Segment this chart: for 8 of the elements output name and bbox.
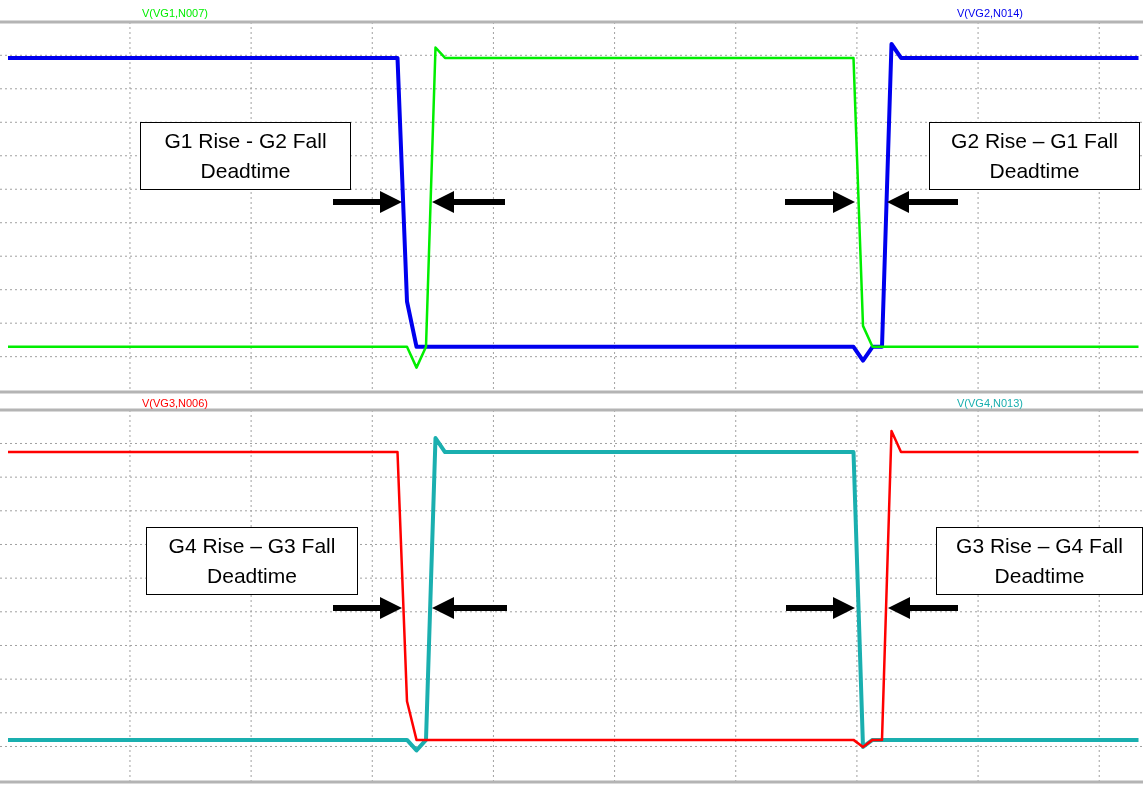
text: V(VG3,N006): [141, 397, 209, 410]
annotation: G2 Rise – G1 Fall Deadtime: [929, 122, 1140, 190]
annotation: G1 Rise - G2 Fall Deadtime: [140, 122, 351, 190]
text: V(VG1,N007): [141, 7, 209, 20]
text: V(VG2,N014): [956, 7, 1024, 20]
annotation: G3 Rise – G4 Fall Deadtime: [936, 527, 1143, 595]
text: V(VG4,N013): [956, 397, 1024, 410]
annotation: G4 Rise – G3 Fall Deadtime: [146, 527, 358, 595]
